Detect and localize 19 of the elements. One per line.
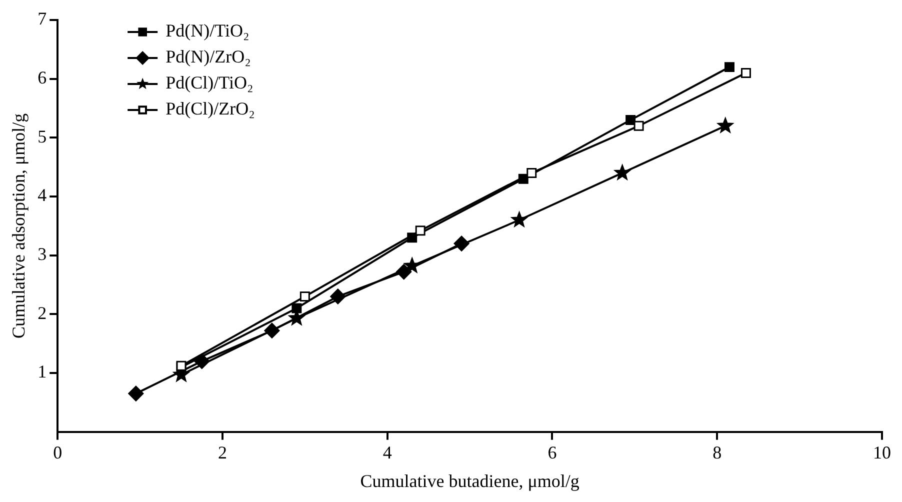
y-tick-label: 4: [38, 185, 47, 206]
y-axis-title: Cumulative adsorption, μmol/g: [8, 113, 29, 338]
legend-label: Pd(Cl)/TiO₂: [166, 72, 254, 93]
x-tick-label: 8: [712, 442, 722, 462]
y-tick-label: 3: [38, 244, 47, 264]
legend-label: Pd(Cl)/ZrO₂: [166, 98, 255, 119]
y-tick-label: 1: [38, 362, 47, 382]
x-axis-title: Cumulative butadiene, μmol/g: [360, 470, 580, 491]
x-tick-label: 10: [873, 442, 891, 462]
y-tick-label: 2: [38, 302, 47, 323]
y-tick-label: 6: [38, 68, 47, 88]
y-tick-label: 7: [38, 8, 47, 29]
legend-label: Pd(N)/ZrO₂: [166, 46, 251, 67]
x-tick-label: 6: [548, 442, 557, 462]
y-tick-label: 5: [38, 126, 47, 146]
x-tick-label: 2: [218, 442, 227, 462]
legend-label: Pd(N)/TiO₂: [166, 20, 250, 41]
x-tick-label: 4: [382, 442, 392, 462]
x-tick-label: 0: [53, 442, 62, 462]
